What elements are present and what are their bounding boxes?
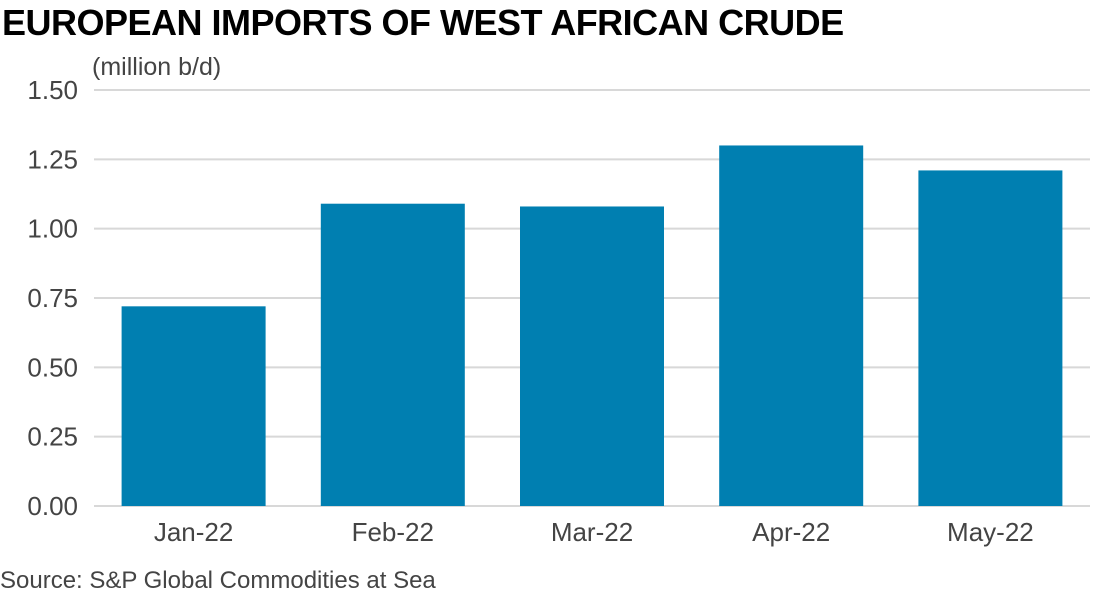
y-tick-label: 0.25	[27, 422, 78, 452]
bars	[121, 145, 1063, 507]
bar-apr-22	[719, 145, 864, 506]
chart-title: EUROPEAN IMPORTS OF WEST AFRICAN CRUDE	[2, 2, 844, 43]
x-tick-label: Mar-22	[551, 517, 633, 547]
bar-may-22	[918, 170, 1063, 506]
y-tick-label: 1.50	[27, 75, 78, 105]
x-axis-tick-labels: Jan-22 Feb-22 Mar-22 Apr-22 May-22	[154, 517, 1034, 547]
x-tick-label: Jan-22	[154, 517, 234, 547]
y-tick-label: 0.50	[27, 352, 78, 382]
x-tick-label: May-22	[947, 517, 1034, 547]
y-axis-tick-labels: 0.00 0.25 0.50 0.75 1.00 1.25 1.50	[27, 75, 78, 521]
x-tick-label: Feb-22	[352, 517, 434, 547]
bar-feb-22	[320, 203, 465, 506]
y-tick-label: 0.00	[27, 491, 78, 521]
source-note: Source: S&P Global Commodities at Sea	[0, 567, 436, 594]
x-tick-label: Apr-22	[752, 517, 830, 547]
y-tick-label: 1.00	[27, 214, 78, 244]
y-axis-unit-label: (million b/d)	[92, 53, 221, 81]
y-tick-label: 0.75	[27, 283, 78, 313]
bar-jan-22	[121, 306, 266, 506]
y-tick-label: 1.25	[27, 144, 78, 174]
bar-mar-22	[520, 206, 664, 507]
